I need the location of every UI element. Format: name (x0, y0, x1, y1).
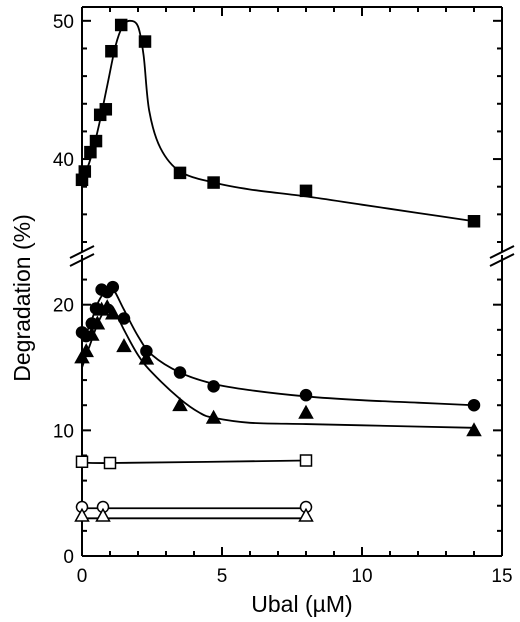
x-tick-label: 0 (77, 566, 88, 587)
filled-triangle-marker (99, 299, 115, 314)
filled-triangle-marker (78, 343, 94, 358)
plot-frame (69, 6, 515, 557)
filled-square-marker (299, 184, 313, 198)
filled-triangle-marker (172, 397, 188, 412)
filled-circle-marker (117, 312, 131, 325)
filled-triangle-marker (116, 338, 132, 353)
filled-square-marker (99, 103, 113, 116)
filled-triangle-marker (138, 350, 155, 365)
y-tick-label: 50 (53, 12, 74, 33)
filled-square-curve (81, 19, 475, 223)
filled-circle-marker (106, 280, 120, 294)
filled-square-marker (105, 44, 118, 58)
y-tick-label: 20 (53, 296, 74, 317)
open-triangle-marker (95, 507, 111, 522)
filled-circle-marker (173, 366, 187, 379)
open-triangle-marker (298, 507, 314, 522)
filled-square-marker (138, 35, 152, 48)
filled-square-marker (78, 165, 92, 178)
axis-ticks (82, 7, 502, 556)
x-axis-label: Ubal (µM) (251, 591, 352, 617)
y-tick-label: 10 (53, 421, 74, 442)
filled-triangle-marker (466, 422, 482, 437)
filled-triangle-marker (105, 305, 121, 320)
filled-square-marker (207, 176, 220, 189)
open-square-marker (299, 454, 313, 467)
x-tick-label: 10 (351, 566, 372, 587)
filled-triangle-curve (81, 304, 475, 429)
filled-square-marker (173, 166, 187, 180)
y-tick-label: 0 (63, 547, 74, 568)
open-square-marker (103, 456, 117, 470)
tick-labels: 0 5 10 15 0 10 20 40 50 (53, 12, 513, 587)
filled-triangle-marker (84, 326, 100, 341)
filled-square-marker (84, 145, 97, 159)
filled-triangle-marker (89, 315, 106, 330)
data-markers (74, 18, 482, 522)
left-break-mark (69, 253, 95, 267)
x-tick-label: 15 (491, 566, 512, 587)
open-square-marker (75, 455, 89, 469)
right-break-mark (489, 245, 515, 259)
fit-curves (78, 19, 475, 520)
y-axis-label: Degradation (%) (9, 214, 35, 381)
filled-circle-marker (207, 380, 220, 393)
filled-square-marker (467, 215, 481, 228)
x-tick-label: 5 (217, 566, 228, 587)
filled-circle-marker (299, 388, 313, 402)
filled-square-marker (89, 134, 103, 148)
left-break-mark (69, 245, 95, 259)
open-triangle-marker (74, 507, 90, 522)
filled-square-marker (114, 18, 128, 32)
filled-triangle-marker (205, 409, 222, 424)
filled-circle-marker (467, 398, 481, 412)
y-tick-label: 40 (53, 150, 74, 171)
right-break-mark (489, 253, 515, 267)
filled-triangle-marker (298, 404, 314, 419)
filled-circle-curve (81, 285, 475, 407)
